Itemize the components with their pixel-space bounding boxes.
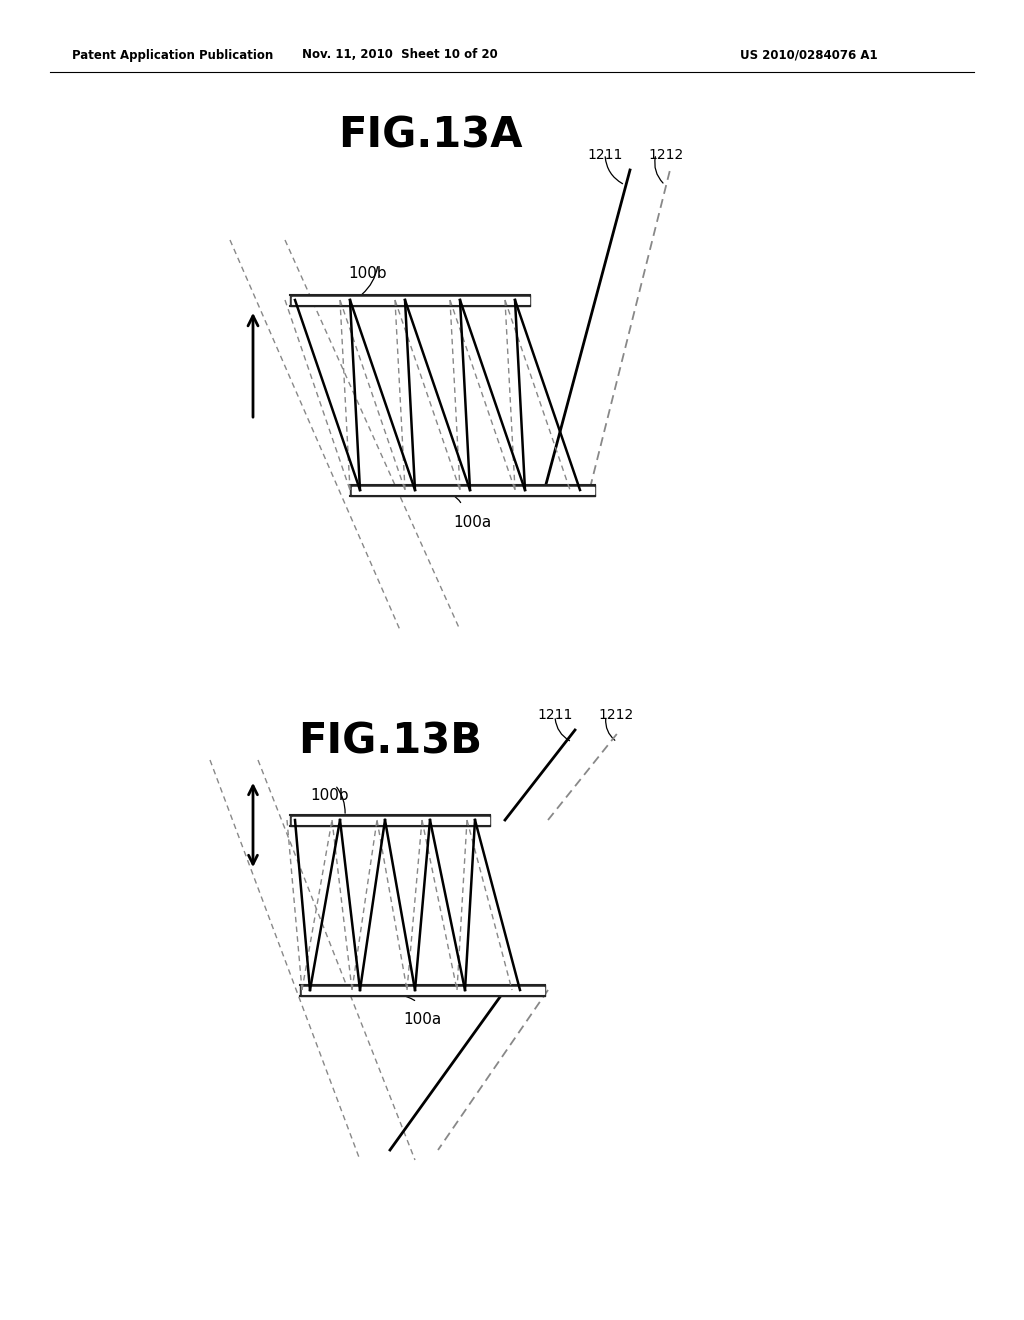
Text: Nov. 11, 2010  Sheet 10 of 20: Nov. 11, 2010 Sheet 10 of 20: [302, 49, 498, 62]
Bar: [301, 986, 544, 994]
Text: 100a: 100a: [453, 515, 492, 531]
Text: Patent Application Publication: Patent Application Publication: [72, 49, 273, 62]
Bar: [351, 487, 594, 494]
Text: FIG.13A: FIG.13A: [338, 115, 522, 157]
Text: 1211: 1211: [538, 708, 572, 722]
Bar: [290, 294, 530, 305]
Bar: [300, 985, 545, 995]
Bar: [292, 817, 488, 824]
Bar: [290, 814, 490, 825]
Text: US 2010/0284076 A1: US 2010/0284076 A1: [740, 49, 878, 62]
Text: 100b: 100b: [310, 788, 348, 803]
Bar: [350, 484, 595, 495]
Text: FIG.13B: FIG.13B: [298, 719, 482, 762]
Text: 1212: 1212: [598, 708, 633, 722]
Bar: [292, 297, 528, 304]
Text: 100b: 100b: [348, 267, 387, 281]
Text: 100a: 100a: [402, 1012, 441, 1027]
Text: 1211: 1211: [588, 148, 623, 162]
Text: 1212: 1212: [648, 148, 683, 162]
